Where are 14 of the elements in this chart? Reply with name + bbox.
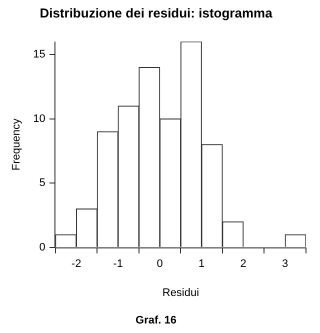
x-tick-label: 0 <box>156 258 163 270</box>
text: Graf. 16 <box>136 314 176 326</box>
x-tick-label: 1 <box>198 258 205 270</box>
x-tick-label: -1 <box>113 258 123 270</box>
y-tick-label: 0 <box>39 241 46 254</box>
y-tick-label: 15 <box>33 48 46 60</box>
x-axis-title: Residui <box>162 287 200 300</box>
x-tick-label: 2 <box>240 258 246 270</box>
x-tick-label: -2 <box>71 258 82 270</box>
y-axis-title: Frequency <box>10 118 23 170</box>
y-tick-label: 10 <box>33 112 46 125</box>
x-tick-label: 3 <box>282 258 288 270</box>
y-tick-label: 5 <box>39 177 46 190</box>
chart-title: Distribuzione dei residui: istogramma <box>40 5 274 20</box>
